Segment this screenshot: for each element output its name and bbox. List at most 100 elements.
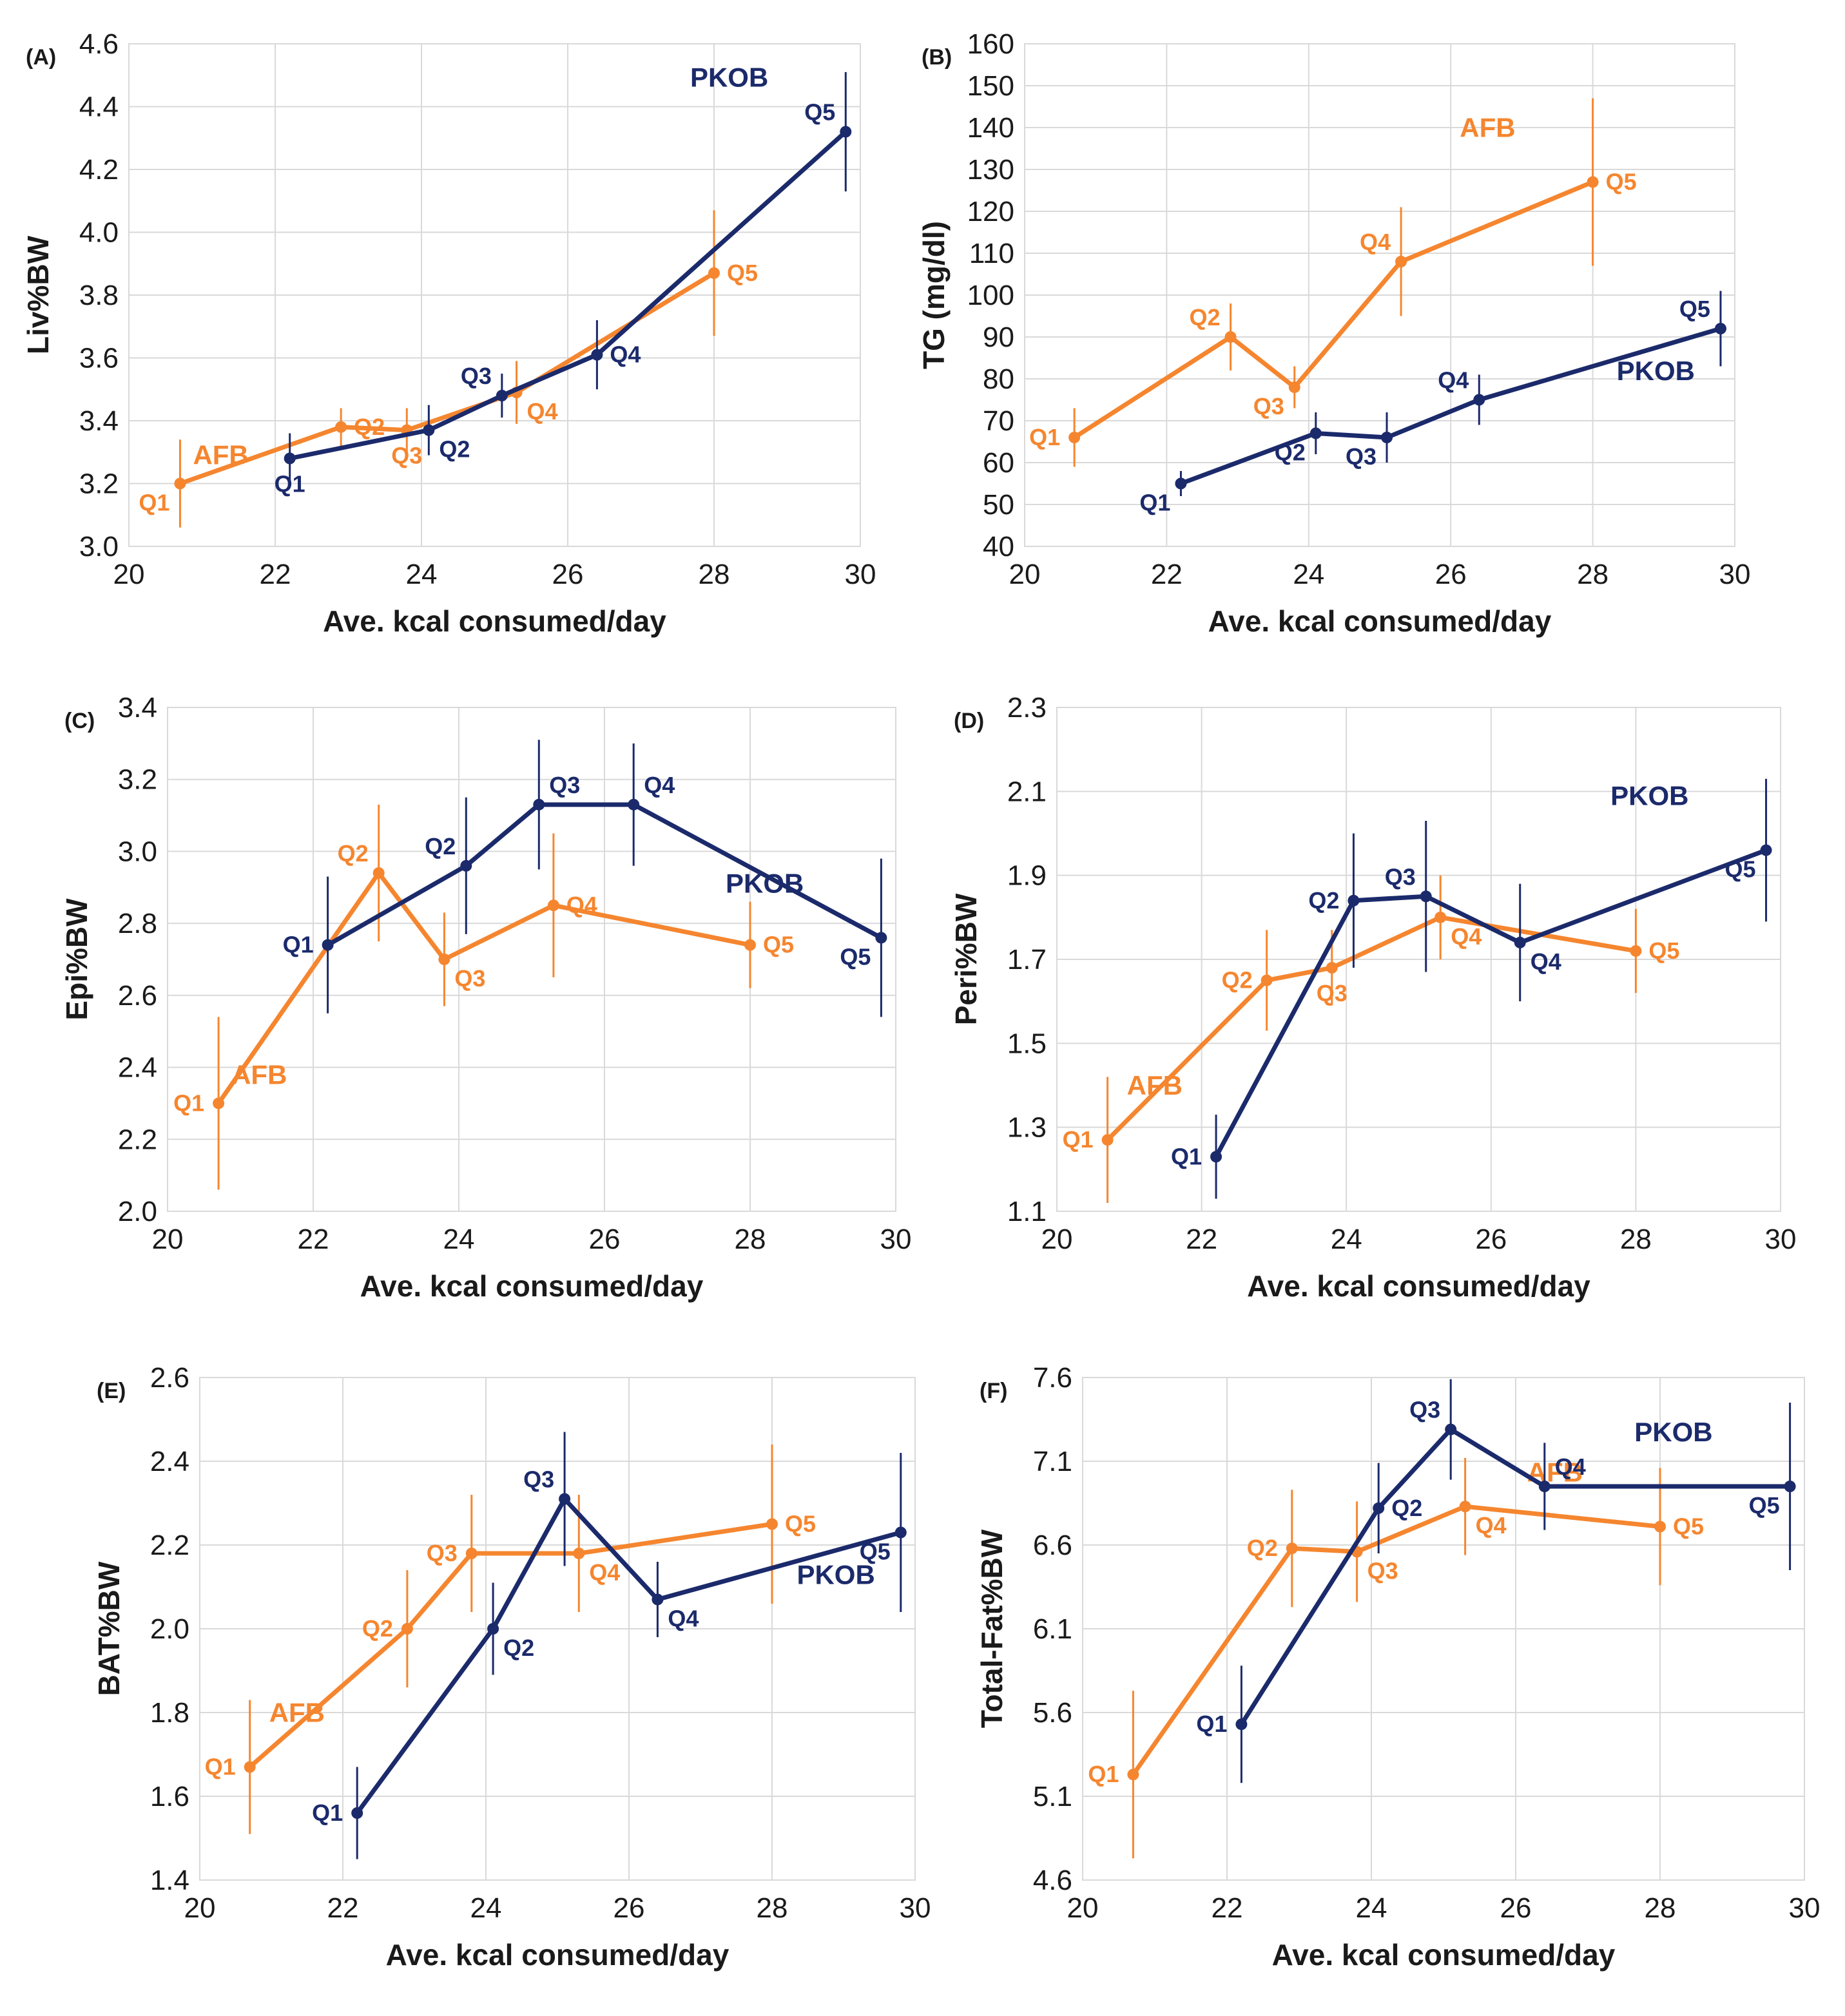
point-label: Q1: [1063, 1126, 1094, 1153]
data-point: [547, 899, 559, 912]
data-point: [875, 932, 887, 944]
data-point: [1630, 945, 1642, 957]
point-label: Q5: [763, 932, 794, 958]
data-point: [465, 1548, 478, 1559]
y-axis-label: Epi%BW: [60, 898, 93, 1021]
y-tick-label: 1.9: [1007, 860, 1047, 892]
point-label: Q1: [1029, 424, 1060, 450]
point-label: Q1: [283, 932, 314, 958]
data-point: [652, 1593, 664, 1606]
y-tick-label: 1.8: [150, 1697, 189, 1729]
y-tick-label: 70: [983, 405, 1014, 437]
series-label: AFB: [1460, 113, 1515, 143]
chart-panel: 1.1 1.3 1.5 1.7 1.9 2.1 2.3 20 22 24 26 28 30 (D) Ave.…: [949, 692, 1796, 1303]
point-label: Q4: [1360, 229, 1391, 255]
y-tick-label: 150: [967, 70, 1014, 102]
y-tick-label: 4.4: [79, 91, 119, 123]
point-label: Q5: [1673, 1513, 1704, 1539]
y-tick-label: 4.6: [79, 28, 119, 60]
point-label: Q2: [1222, 967, 1253, 994]
y-tick-label: 130: [967, 154, 1014, 186]
panel-tag: (D): [954, 709, 984, 733]
y-tick-label: 80: [983, 363, 1014, 395]
y-tick-label: 6.1: [1033, 1613, 1072, 1645]
point-label: Q5: [785, 1511, 816, 1537]
y-tick-label: 1.4: [150, 1865, 189, 1896]
data-point: [1538, 1481, 1550, 1492]
y-tick-label: 3.6: [79, 343, 119, 374]
y-axis-label: BAT%BW: [92, 1561, 126, 1696]
data-point: [840, 126, 852, 138]
point-label: Q3: [1409, 1397, 1440, 1423]
data-point: [322, 939, 334, 951]
point-label: Q1: [275, 471, 305, 497]
y-tick-label: 3.2: [118, 764, 157, 796]
y-tick-label: 1.1: [1007, 1196, 1047, 1227]
x-tick-label: 30: [845, 559, 876, 590]
y-tick-label: 40: [983, 531, 1014, 562]
data-point: [496, 390, 508, 401]
point-label: Q5: [1679, 296, 1710, 322]
x-tick-label: 20: [1009, 559, 1041, 590]
x-tick-label: 24: [1293, 559, 1324, 590]
point-label: Q1: [205, 1754, 236, 1780]
point-label: Q1: [139, 490, 169, 516]
data-point: [1309, 427, 1322, 439]
data-point: [438, 954, 450, 965]
plot-frame: [128, 43, 861, 547]
x-tick-label: 26: [589, 1224, 621, 1255]
point-label: Q3: [549, 772, 580, 798]
data-point: [591, 349, 603, 361]
point-label: Q5: [1648, 937, 1679, 964]
y-tick-label: 5.1: [1033, 1781, 1072, 1812]
y-axis-label: Total-Fat%BW: [975, 1529, 1009, 1728]
point-label: Q4: [1438, 367, 1469, 394]
panel-tag: (C): [64, 709, 95, 733]
data-point: [1235, 1718, 1248, 1731]
point-label: Q3: [1253, 393, 1284, 419]
plot-frame: [167, 707, 896, 1212]
point-label: Q5: [840, 943, 871, 970]
panel-tag: (F): [980, 1379, 1007, 1403]
point-label: Q3: [523, 1466, 554, 1493]
x-tick-label: 30: [1765, 1224, 1797, 1255]
data-point: [1261, 974, 1273, 986]
x-tick-label: 28: [1620, 1224, 1652, 1255]
data-point: [1068, 432, 1081, 443]
x-tick-label: 22: [260, 559, 291, 590]
data-point: [1210, 1151, 1222, 1163]
y-tick-label: 3.4: [118, 692, 157, 724]
x-tick-label: 22: [1212, 1892, 1243, 1924]
series-label: AFB: [1127, 1070, 1183, 1100]
y-tick-label: 1.3: [1007, 1112, 1047, 1144]
point-label: Q4: [644, 772, 675, 798]
chart-panel: 1.4 1.6 1.8 2.0 2.2 2.4 2.6 20 22 24 26 28 30 (E) Ave.…: [92, 1362, 931, 1972]
data-point: [1127, 1769, 1139, 1781]
data-point: [1784, 1481, 1796, 1492]
y-tick-label: 3.0: [79, 531, 119, 562]
x-tick-label: 28: [1577, 559, 1608, 590]
data-point: [244, 1761, 256, 1773]
series-label: AFB: [193, 440, 248, 470]
y-tick-label: 3.4: [79, 405, 119, 437]
point-label: Q4: [1531, 948, 1561, 975]
point-label: Q3: [1346, 443, 1377, 470]
series-label: PKOB: [726, 868, 804, 898]
x-axis-label: Ave. kcal consumed/day: [386, 1938, 729, 1972]
data-point: [894, 1526, 907, 1539]
data-point: [372, 867, 385, 879]
data-point: [460, 859, 472, 872]
x-tick-label: 24: [470, 1892, 502, 1924]
y-tick-label: 2.0: [118, 1196, 157, 1227]
point-label: Q3: [1317, 980, 1348, 1006]
y-axis-label: Peri%BW: [949, 893, 983, 1025]
point-label: Q1: [1139, 490, 1170, 516]
point-label: Q3: [454, 965, 485, 992]
